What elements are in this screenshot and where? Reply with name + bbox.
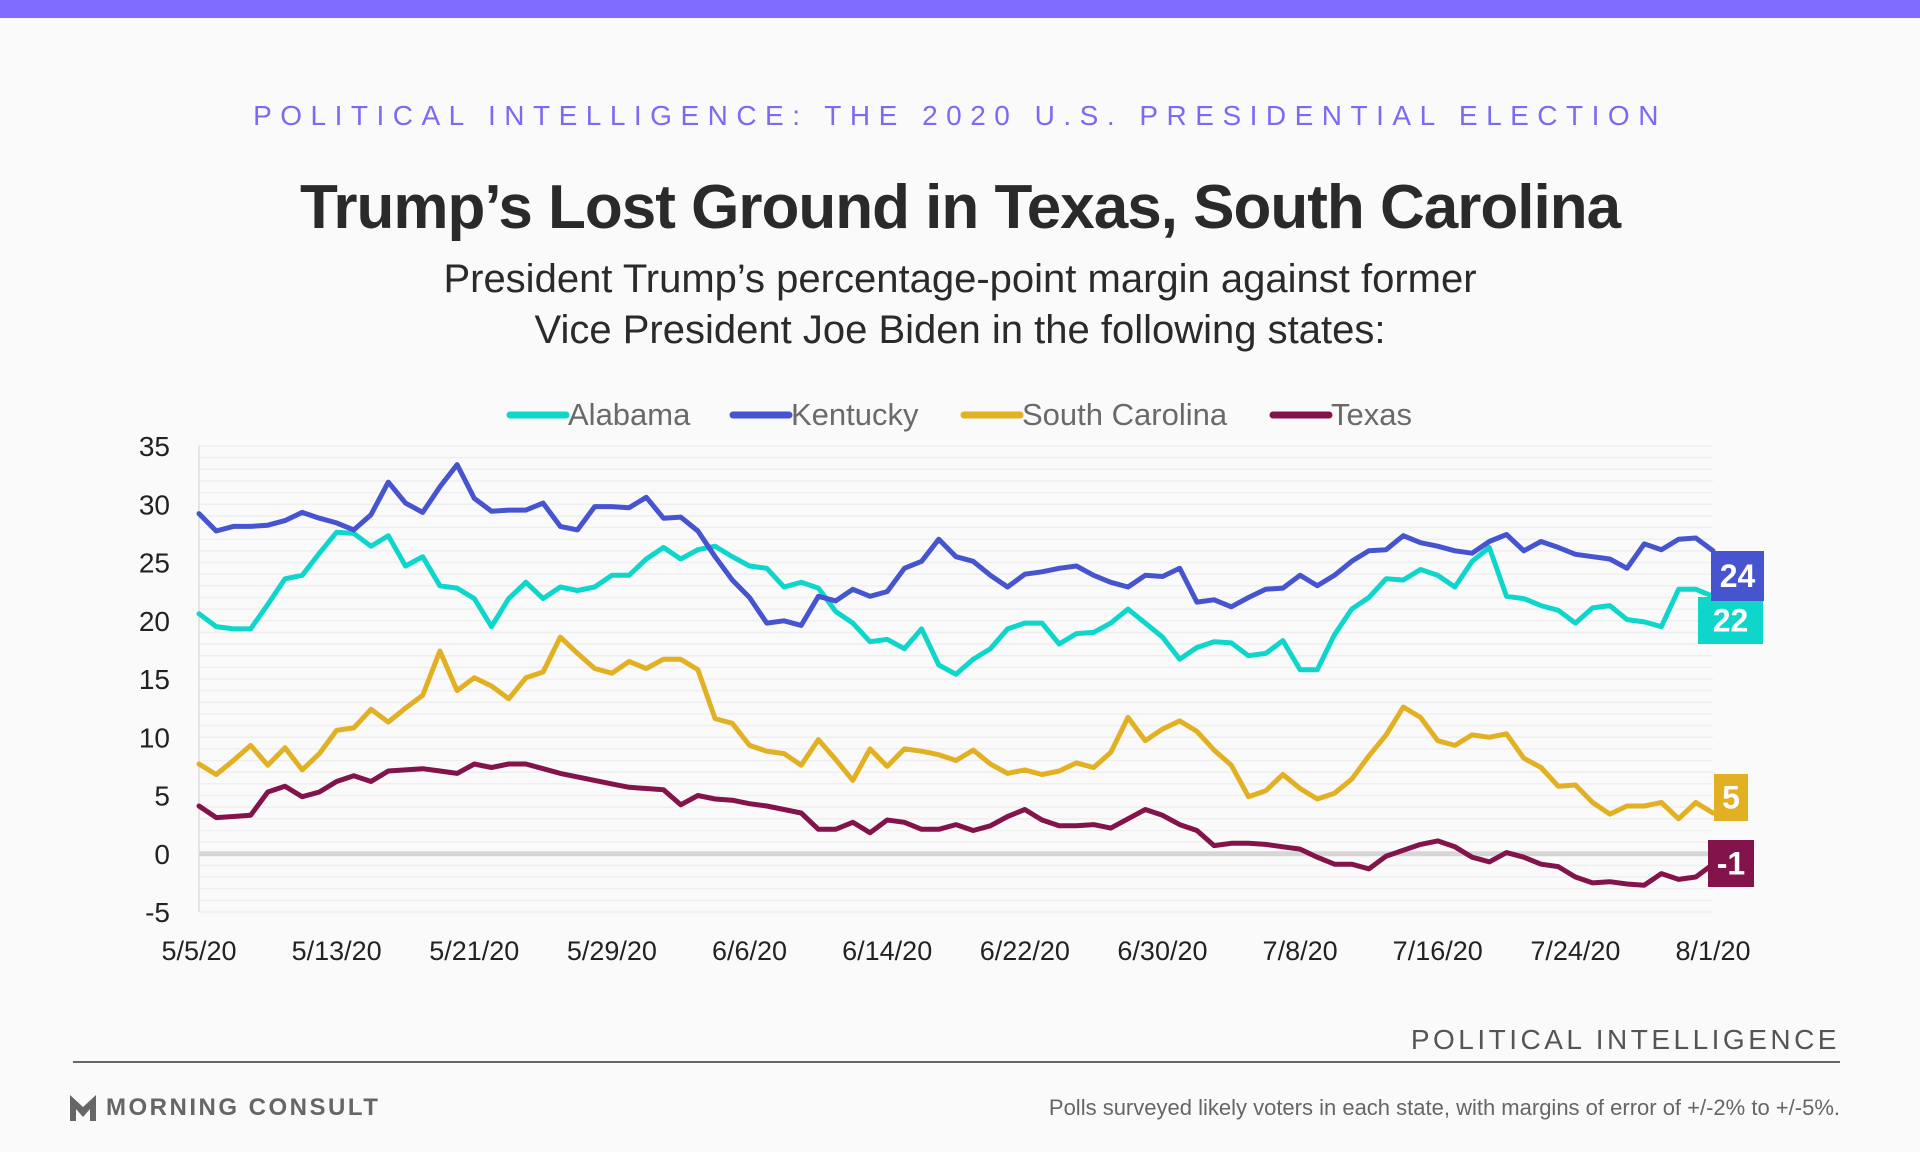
chart-subtitle: President Trump’s percentage-point margi… bbox=[0, 254, 1920, 356]
end-label-value: 5 bbox=[1722, 780, 1740, 816]
y-tick-label: 20 bbox=[139, 606, 170, 637]
legend-alabama: Alabama bbox=[506, 397, 691, 432]
x-tick-label: 7/24/20 bbox=[1530, 936, 1620, 966]
morning-consult-logo: MORNING CONSULT bbox=[70, 1094, 380, 1122]
end-label-value: 22 bbox=[1713, 603, 1749, 639]
end-label-kentucky: 24 bbox=[1711, 551, 1764, 601]
y-tick-label: 25 bbox=[139, 548, 170, 579]
footer-divider bbox=[73, 1061, 1840, 1063]
y-tick-label: 15 bbox=[139, 664, 170, 695]
x-tick-label: 5/29/20 bbox=[567, 936, 657, 966]
x-tick-label: 6/14/20 bbox=[842, 936, 932, 966]
legend-label: Texas bbox=[1331, 397, 1412, 432]
legend-label: Alabama bbox=[568, 397, 691, 432]
kicker-heading: POLITICAL INTELLIGENCE: THE 2020 U.S. PR… bbox=[253, 100, 1667, 131]
series-line-texas bbox=[196, 761, 1716, 888]
end-label-texas: -1 bbox=[1708, 840, 1754, 887]
legend-label: South Carolina bbox=[1022, 397, 1228, 432]
y-tick-label: -5 bbox=[145, 897, 170, 928]
x-tick-label: 6/22/20 bbox=[980, 936, 1070, 966]
end-label-box bbox=[1711, 551, 1764, 601]
end-label-south-carolina: 5 bbox=[1714, 774, 1748, 821]
legend-south-carolina: South Carolina bbox=[960, 397, 1228, 432]
y-tick-label: 35 bbox=[139, 431, 170, 462]
y-tick-label: 30 bbox=[139, 489, 170, 520]
legend-texas: Texas bbox=[1269, 397, 1412, 432]
x-tick-label: 7/8/20 bbox=[1263, 936, 1338, 966]
end-label-box bbox=[1698, 597, 1763, 644]
legend-label: Kentucky bbox=[791, 397, 919, 432]
subtitle-line-1: President Trump’s percentage-point margi… bbox=[443, 257, 1477, 301]
x-tick-label: 8/1/20 bbox=[1675, 936, 1750, 966]
series-line-alabama bbox=[196, 529, 1716, 677]
end-label-alabama: 22 bbox=[1698, 597, 1763, 644]
x-tick-label: 5/5/20 bbox=[161, 936, 236, 966]
end-label-box bbox=[1708, 840, 1754, 887]
logo-text: MORNING CONSULT bbox=[106, 1094, 381, 1121]
series-line-kentucky bbox=[196, 462, 1716, 628]
x-tick-label: 5/21/20 bbox=[429, 936, 519, 966]
legend-kentucky: Kentucky bbox=[729, 397, 919, 432]
subtitle-line-2: Vice President Joe Biden in the followin… bbox=[534, 308, 1386, 352]
series-line-south-carolina bbox=[196, 634, 1716, 822]
x-tick-label: 5/13/20 bbox=[292, 936, 382, 966]
footer-section-label: POLITICAL INTELLIGENCE bbox=[1410, 1024, 1840, 1055]
y-tick-label: 0 bbox=[154, 839, 170, 870]
y-tick-label: 10 bbox=[139, 722, 170, 753]
end-label-box bbox=[1714, 774, 1748, 821]
end-label-value: 24 bbox=[1720, 558, 1756, 594]
x-tick-label: 7/16/20 bbox=[1393, 936, 1483, 966]
x-tick-label: 6/30/20 bbox=[1117, 936, 1207, 966]
chart-title: Trump’s Lost Ground in Texas, South Caro… bbox=[299, 173, 1621, 242]
line-chart: 35 30 25 20 15 10 5 0 -5 5/5/20 5/13/20 5/21/20 5/29… bbox=[139, 397, 1764, 966]
morning-consult-m-icon bbox=[70, 1095, 96, 1121]
footnote: Polls surveyed likely voters in each sta… bbox=[1048, 1095, 1840, 1120]
top-accent-bar bbox=[0, 0, 1920, 18]
end-label-value: -1 bbox=[1717, 846, 1745, 882]
x-tick-label: 6/6/20 bbox=[712, 936, 787, 966]
y-tick-label: 5 bbox=[154, 781, 170, 812]
